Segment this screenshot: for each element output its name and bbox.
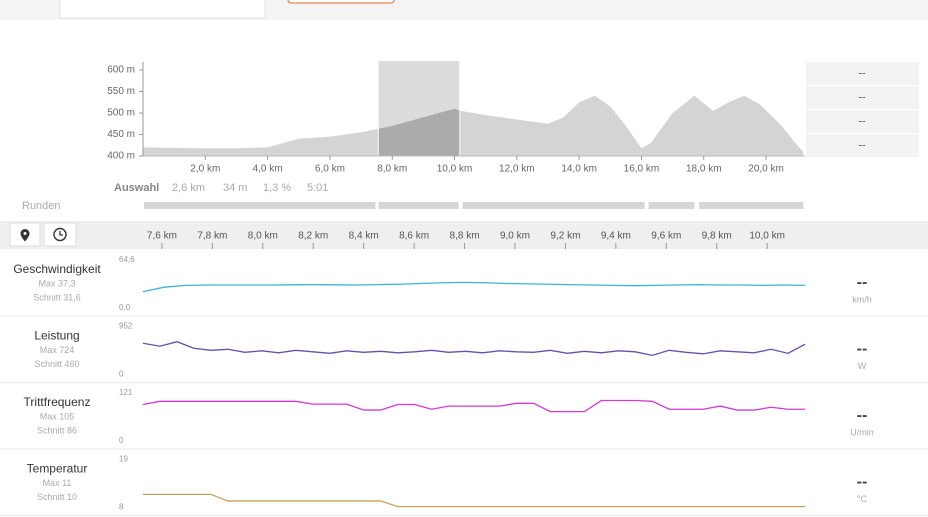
- metric-unit: U/min: [850, 427, 874, 437]
- x-tick-label: 9,6 km: [651, 231, 681, 242]
- x-tick-label: 8,8 km: [450, 231, 480, 242]
- x-tick-label: 8,0 km: [248, 231, 278, 242]
- lap-bar: [462, 202, 645, 209]
- metric-current: --: [857, 274, 868, 291]
- y-tick-label: 400 m: [107, 151, 135, 162]
- metric-name: Geschwindigkeit: [13, 262, 101, 276]
- x-tick-label: 9,0 km: [500, 231, 530, 242]
- metric-line: [142, 341, 806, 357]
- x-tick-label: 14,0 km: [561, 164, 597, 175]
- metric-max: Max 724: [40, 345, 75, 355]
- x-tick-label: 9,2 km: [550, 231, 580, 242]
- metric-line: [143, 493, 805, 508]
- x-tick-label: 16,0 km: [624, 164, 660, 175]
- x-tick-label: 8,0 km: [377, 164, 407, 175]
- laps-label: Runden: [22, 200, 61, 212]
- x-tick-label: 20,0 km: [748, 164, 784, 175]
- input-box[interactable]: [59, 0, 266, 19]
- stat-box: [806, 110, 919, 133]
- pin-icon: [20, 229, 30, 242]
- x-tick-label: 2,0 km: [190, 164, 220, 175]
- x-tick-label: 7,8 km: [197, 231, 227, 242]
- y-tick-label: 0: [119, 436, 124, 445]
- x-tick-label: 10,0 km: [749, 231, 785, 242]
- x-tick-label: 12,0 km: [499, 164, 535, 175]
- x-tick-label: 8,4 km: [349, 231, 379, 242]
- metric-line: [142, 281, 806, 293]
- stat-value: --: [858, 67, 866, 79]
- y-tick-label: 450 m: [107, 129, 135, 140]
- elevation-area-selected: [378, 108, 460, 156]
- metric-avg: Schnitt 460: [34, 359, 79, 369]
- x-tick-label: 6,0 km: [315, 164, 345, 175]
- stat-value: --: [858, 115, 866, 127]
- metric-current: --: [857, 341, 868, 358]
- x-tick-label: 18,0 km: [686, 164, 722, 175]
- x-tick-label: 9,4 km: [601, 231, 631, 242]
- button[interactable]: [287, 0, 395, 4]
- y-tick-label: 8: [119, 503, 124, 512]
- lap-bar: [143, 202, 376, 209]
- selection-time: 5:01: [307, 182, 328, 194]
- x-tick-label: 4,0 km: [253, 164, 283, 175]
- metric-current: --: [857, 474, 868, 491]
- elevation-area: [143, 95, 804, 156]
- metric-unit: W: [858, 361, 867, 371]
- x-tick-label: 8,6 km: [399, 231, 429, 242]
- y-tick-label: 952: [119, 322, 133, 331]
- metric-max: Max 105: [40, 411, 75, 421]
- metric-avg: Schnitt 31,6: [33, 292, 81, 302]
- clock-hands: [59, 231, 63, 236]
- selection-label: Auswahl: [114, 182, 159, 194]
- stat-box: [806, 86, 919, 109]
- x-tick-label: 9,8 km: [702, 231, 732, 242]
- y-tick-label: 0,0: [119, 303, 131, 312]
- metric-name: Trittfrequenz: [24, 395, 91, 409]
- y-tick-label: 550 m: [107, 86, 135, 97]
- stat-box: [806, 134, 919, 157]
- lap-bar: [699, 202, 804, 209]
- x-tick-label: 10,0 km: [437, 164, 473, 175]
- stat-box: [806, 62, 919, 85]
- metric-current: --: [857, 407, 868, 424]
- metric-avg: Schnitt 86: [37, 425, 77, 435]
- lap-bar: [378, 202, 459, 209]
- x-tick-label: 7,6 km: [147, 231, 177, 242]
- y-tick-label: 0: [119, 370, 124, 379]
- stat-value: --: [858, 91, 866, 103]
- selection-distance: 2,6 km: [172, 182, 205, 194]
- metric-max: Max 11: [43, 478, 72, 488]
- clock-icon: [53, 227, 67, 242]
- metric-max: Max 37,3: [38, 278, 75, 288]
- y-tick-label: 600 m: [107, 65, 135, 76]
- stat-value: --: [858, 139, 866, 151]
- y-tick-label: 500 m: [107, 108, 135, 119]
- pin-hole: [23, 232, 27, 235]
- lap-bar: [648, 202, 695, 209]
- toolbar: [0, 221, 928, 249]
- metric-avg: Schnitt 10: [37, 492, 77, 502]
- y-tick-label: 19: [119, 455, 128, 464]
- y-tick-label: 121: [119, 388, 133, 397]
- metric-unit: °C: [857, 494, 868, 504]
- metric-unit: km/h: [852, 294, 872, 304]
- metric-name: Temperatur: [27, 462, 88, 476]
- metric-line: [142, 399, 805, 413]
- selection-climb: 34 m: [223, 182, 247, 194]
- x-tick-label: 8,2 km: [298, 231, 328, 242]
- y-tick-label: 64,6: [119, 255, 135, 264]
- selection-grade: 1,3 %: [263, 182, 291, 194]
- metric-name: Leistung: [34, 329, 79, 343]
